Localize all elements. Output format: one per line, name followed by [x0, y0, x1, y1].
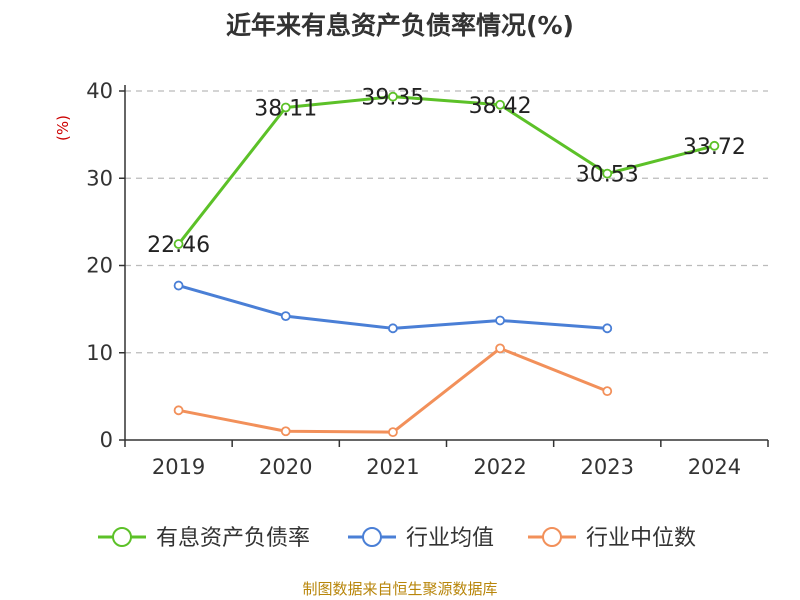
x-tick-label: 2024	[688, 455, 741, 479]
y-tick-label: 30	[86, 166, 113, 190]
data-point	[280, 311, 291, 322]
legend-marker-0	[112, 527, 132, 547]
data-label: 38.11	[254, 96, 317, 121]
series-line-2	[178, 346, 608, 434]
data-label: 22.46	[147, 233, 210, 258]
data-point	[173, 239, 184, 249]
legend-marker-2	[542, 527, 562, 547]
legend-label-0: 有息资产负债率	[156, 526, 310, 551]
x-tick-label: 2019	[152, 455, 205, 479]
legend: 有息资产负债率 行业均值 行业中位数	[98, 526, 696, 551]
data-point	[388, 323, 398, 334]
data-point	[280, 102, 291, 113]
x-tick-label: 2023	[581, 455, 634, 479]
chart-title: 近年来有息资产负债率情况(%)	[226, 11, 574, 40]
y-tick-label: 10	[86, 341, 113, 365]
data-point	[495, 343, 505, 354]
y-tick-label: 0	[100, 428, 113, 452]
legend-label-2: 行业中位数	[586, 526, 696, 551]
axes: 0 10 20 30 40 2019 2020 2021 2022 2023 2024 (%)	[54, 79, 769, 479]
data-point	[388, 427, 398, 438]
x-tick-label: 2021	[366, 455, 419, 479]
y-tick-label: 20	[86, 254, 113, 278]
data-label: 33.72	[683, 135, 746, 160]
x-tick-label: 2022	[473, 455, 526, 479]
series-line-1	[178, 284, 608, 330]
legend-marker-1	[362, 527, 382, 547]
series-line-0	[177, 95, 715, 245]
data-point	[280, 426, 291, 437]
data-source-note: 制图数据来自恒生聚源数据库	[302, 580, 498, 598]
data-point	[709, 140, 720, 151]
x-tick-label: 2020	[259, 455, 312, 479]
series-lines	[173, 91, 720, 438]
grid-lines	[125, 90, 768, 354]
data-label: 38.42	[469, 94, 532, 119]
data-label: 39.35	[361, 86, 424, 111]
legend-label-1: 行业均值	[406, 526, 494, 551]
data-point	[602, 386, 613, 397]
data-point	[602, 168, 613, 179]
data-labels: 22.46 38.11 39.35 38.42 30.53 33.72	[147, 86, 746, 258]
data-point	[173, 405, 184, 416]
data-point	[495, 99, 505, 110]
data-label: 30.53	[576, 163, 639, 188]
data-point	[173, 280, 184, 291]
data-point	[495, 315, 505, 326]
data-point	[602, 323, 613, 334]
y-tick-label: 40	[86, 79, 113, 103]
data-point	[388, 91, 398, 102]
y-axis-unit-label: (%)	[54, 115, 72, 141]
